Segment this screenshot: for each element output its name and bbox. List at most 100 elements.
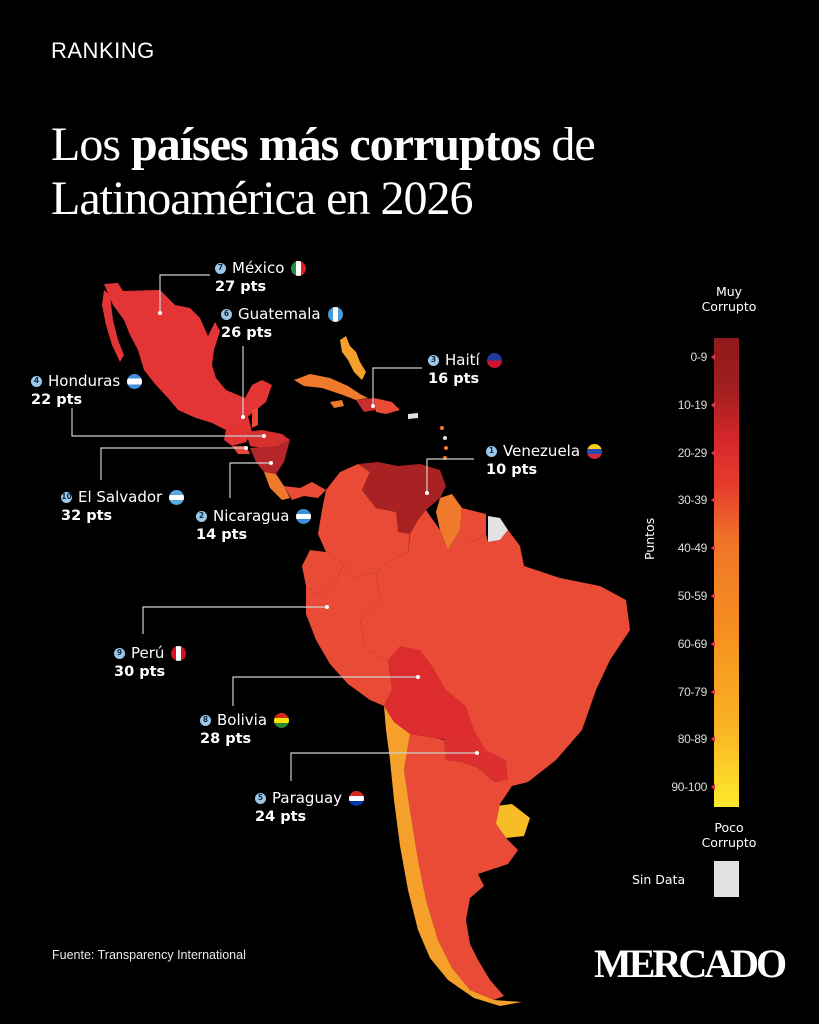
country-points: 28 pts [200,731,252,747]
country-name: Bolivia [217,711,268,729]
callout-peru: 9 Perú 30 pts [114,644,187,681]
callout-bolivia: 8 Bolivia 28 pts [200,711,290,748]
dot-paraguay [475,751,479,755]
country-chile [384,706,522,1006]
legend-tick: 0-9 [690,350,708,364]
dot-haiti [371,404,375,408]
country-honduras[interactable] [246,430,290,448]
country-bahamas [340,336,366,380]
legend-tick: 20-29 [677,445,708,460]
country-points: 32 pts [61,508,113,524]
country-points: 27 pts [215,279,267,295]
country-name: Honduras [48,372,121,390]
rank-badge: 2 [196,510,207,522]
leader-bolivia [232,676,418,706]
legend-top-line1: Muy [715,284,743,299]
leader-peru [142,606,327,634]
callout-nicaragua: 2 Nicaragua 14 pts [196,507,312,544]
dot-bolivia [416,675,420,679]
legend-tick: 70-79 [677,684,708,699]
country-points: 16 pts [428,371,480,387]
title-bold: países más corruptos [131,118,541,171]
legend-bottom-line1: Poco [714,820,744,835]
dot-mexico [158,311,162,315]
country-brazil[interactable] [360,510,630,786]
title-part2: de [540,118,595,171]
country-points: 26 pts [221,325,273,341]
country-name: Perú [131,644,165,662]
callout-el-salvador: 10 El Salvador 32 pts [61,488,185,525]
bolivia-flag-icon [274,712,290,728]
legend-tick: 40-49 [677,541,708,556]
rank-badge: 1 [486,445,497,457]
country-argentina [404,734,518,1000]
legend-tick: 30-39 [677,493,708,508]
country-bolivia[interactable] [384,646,474,742]
leader-honduras [71,408,264,437]
country-points: 24 pts [255,809,307,825]
country-venezuela[interactable] [358,462,446,534]
honduras-flag-icon [127,373,143,389]
country-points: 10 pts [486,462,538,478]
country-jamaica [330,400,344,408]
haiti-flag-icon [486,352,502,368]
country-panama [284,482,326,500]
legend-tick: 80-89 [677,732,708,747]
legend-bottom-line2: Corrupto [701,835,757,850]
legend-color-bar-lower [714,538,739,807]
country-puerto-rico [408,413,418,419]
legend-no-data-label: Sin Data [632,872,686,887]
rank-badge: 10 [61,491,72,503]
country-name: Haití [445,351,480,369]
country-uruguay [496,804,530,838]
island-antilles [444,446,448,450]
country-suriname [460,508,486,542]
country-mexico[interactable] [104,283,272,430]
country-haiti[interactable] [356,398,376,412]
legend-tick: 90-100 [671,780,707,795]
rank-badge: 9 [114,647,125,659]
dot-peru [325,605,329,609]
page-title: Los países más corruptos de Latinoamérica… [51,118,596,226]
country-points: 14 pts [196,527,248,543]
title-part1: Los [51,118,131,171]
title-line2: Latinoamérica en 2026 [51,172,473,225]
country-ecuador [302,550,344,596]
leader-lines [71,274,477,781]
mercado-logo: MERCADO [594,941,787,986]
legend-top-label: Muy Corrupto [690,284,768,314]
dot-honduras [262,434,266,438]
country-cuba [294,374,368,400]
callout-haiti: 3 Haití 16 pts [428,351,502,388]
leader-nicaragua [229,462,271,498]
country-paraguay[interactable] [444,730,508,782]
rank-badge: 3 [428,354,439,366]
paraguay-flag-icon [349,790,365,806]
country-name: Nicaragua [213,507,290,525]
leader-dots [158,311,479,755]
legend-top-line2: Corrupto [701,299,757,314]
nicaragua-flag-icon [296,508,312,524]
country-nicaragua[interactable] [250,440,290,474]
rank-badge: 5 [255,792,266,804]
island-antilles [440,426,444,430]
rank-badge: 7 [215,262,226,274]
country-name: Venezuela [503,442,581,460]
section-kicker: RANKING [51,38,155,63]
callout-venezuela: 1 Venezuela 10 pts [486,442,603,479]
country-guatemala[interactable] [224,416,252,446]
guatemala-flag-icon [327,306,343,322]
legend-axis-title: Puntos [642,517,657,560]
legend-tick: 10-19 [677,397,708,412]
country-name: Paraguay [272,789,343,807]
rank-badge: 8 [200,714,211,726]
country-points: 30 pts [114,664,166,680]
callout-honduras: 4 Honduras 22 pts [31,372,143,409]
peru-flag-icon [171,645,187,661]
country-dominican-republic [374,398,400,414]
venezuela-flag-icon [587,443,603,459]
rank-badge: 4 [31,375,42,387]
country-peru[interactable] [306,564,392,706]
country-colombia[interactable] [318,464,410,578]
